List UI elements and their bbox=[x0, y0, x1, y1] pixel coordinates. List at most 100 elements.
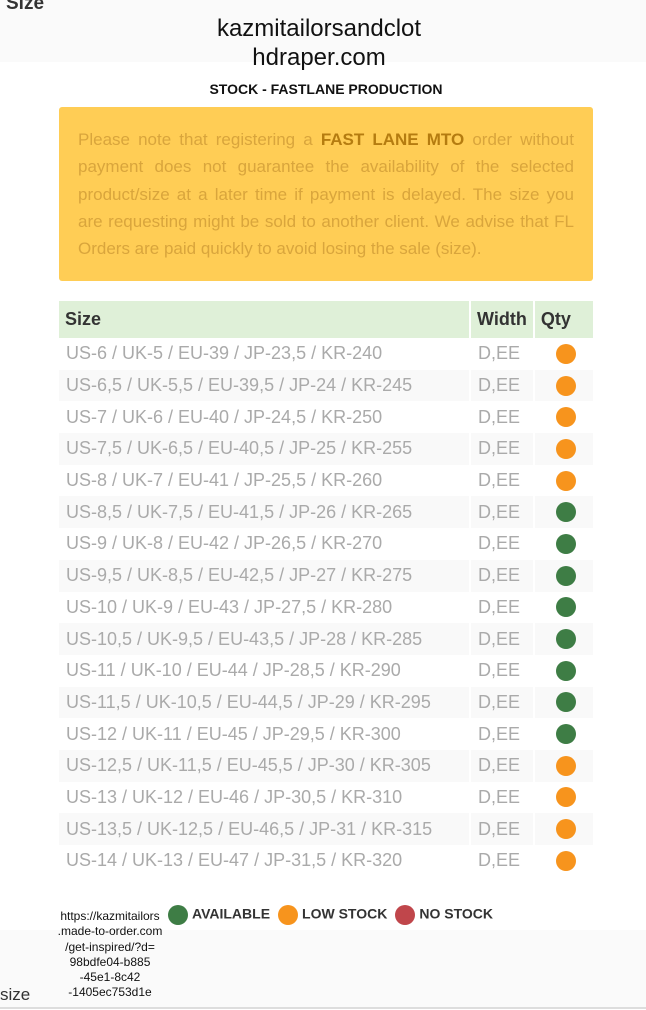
legend-item: NO STOCK bbox=[395, 905, 493, 925]
bottom-band bbox=[0, 930, 646, 1009]
size-cell: US-12 / UK-11 / EU-45 / JP-29,5 / KR-300 bbox=[66, 723, 401, 744]
width-cell: D,EE bbox=[469, 464, 534, 497]
width-cell: D,EE bbox=[469, 623, 534, 655]
table-row: US-10,5 / UK-9,5 / EU-43,5 / JP-28 / KR-… bbox=[59, 623, 593, 655]
legend-item: AVAILABLE bbox=[168, 905, 270, 925]
size-cell: US-10,5 / UK-9,5 / EU-43,5 / JP-28 / KR-… bbox=[59, 623, 470, 655]
bottom-label: size bbox=[0, 985, 31, 1004]
table-row: US-14 / UK-13 / EU-47 / JP-31,5 / KR-320… bbox=[59, 845, 593, 877]
notice-bold: FAST LANE MTO bbox=[320, 130, 465, 149]
size-cell: US-9 / UK-8 / EU-42 / JP-26,5 / KR-270 bbox=[66, 533, 383, 554]
stock-dot bbox=[555, 755, 576, 776]
width-cell: D,EE bbox=[469, 813, 534, 845]
table-row: US-13,5 / UK-12,5 / EU-46,5 / JP-31 / KR… bbox=[59, 813, 593, 845]
stock-dot bbox=[555, 502, 576, 523]
table-row: US-7,5 / UK-6,5 / EU-40,5 / JP-25 / KR-2… bbox=[59, 433, 593, 465]
stock-dot bbox=[555, 850, 576, 871]
notice-text: Please note that registering a bbox=[78, 130, 321, 149]
stock-dot bbox=[555, 470, 576, 491]
header-cell: Width bbox=[469, 301, 534, 338]
legend: AVAILABLE LOW STOCK NO STOCK bbox=[168, 905, 493, 925]
table-row: US-8 / UK-7 / EU-41 / JP-25,5 / KR-260 D,… bbox=[59, 464, 593, 497]
qty-cell bbox=[532, 559, 593, 592]
qty-cell bbox=[532, 591, 593, 624]
legend-label: AVAILABLE bbox=[192, 905, 271, 922]
table-row: US-7 / UK-6 / EU-40 / JP-24,5 / KR-250 D,… bbox=[59, 401, 593, 434]
top-label: Size bbox=[6, 0, 45, 14]
stock-dot bbox=[555, 407, 576, 428]
size-cell: US-8,5 / UK-7,5 / EU-41,5 / JP-26 / KR-2… bbox=[59, 496, 470, 529]
width-cell: D,EE bbox=[469, 591, 534, 624]
stock-dot bbox=[555, 787, 576, 808]
table-row: US-12 / UK-11 / EU-45 / JP-29,5 / KR-300… bbox=[59, 718, 593, 750]
qty-cell bbox=[532, 718, 593, 750]
stock-dot bbox=[555, 819, 576, 840]
stock-dot bbox=[555, 629, 576, 650]
header-cell: Size bbox=[59, 301, 470, 338]
stock-dot bbox=[555, 660, 576, 681]
table-row: US-11,5 / UK-10,5 / EU-44,5 / JP-29 / KR… bbox=[59, 686, 593, 719]
stock-dot bbox=[555, 375, 576, 396]
size-cell: US-7 / UK-6 / EU-40 / JP-24,5 / KR-250 bbox=[66, 406, 383, 427]
table-row: US-6,5 / UK-5,5 / EU-39,5 / JP-24 / KR-2… bbox=[59, 369, 593, 402]
url-line: /get-inspired/?d= bbox=[65, 939, 155, 954]
size-cell: US-12,5 / UK-11,5 / EU-45,5 / JP-30 / KR… bbox=[59, 749, 470, 782]
table-row: US-12,5 / UK-11,5 / EU-45,5 / JP-30 / KR… bbox=[59, 749, 593, 782]
table-row: US-6 / UK-5 / EU-39 / JP-23,5 / KR-240 D,… bbox=[59, 338, 593, 370]
size-cell: US-13 / UK-12 / EU-46 / JP-30,5 / KR-310 bbox=[66, 786, 403, 807]
stock-dot bbox=[555, 597, 576, 618]
url-line: -1405ec753d1e bbox=[68, 985, 152, 1000]
subtitle: STOCK - FASTLANE PRODUCTION bbox=[209, 81, 443, 97]
stock-dot bbox=[555, 438, 576, 459]
top-band bbox=[0, 0, 646, 62]
title: kazmitailorsandclot hdraper.com bbox=[0, 14, 638, 72]
legend-dot bbox=[278, 905, 299, 925]
size-cell: US-10 / UK-9 / EU-43 / JP-27,5 / KR-280 bbox=[66, 596, 393, 617]
notice-text: order without payment does not guarantee… bbox=[78, 130, 574, 259]
width-cell: D,EE bbox=[469, 718, 534, 750]
size-cell: US-6 / UK-5 / EU-39 / JP-23,5 / KR-240 bbox=[66, 343, 383, 364]
url: https://kazmitailors .made-to-order.com/g… bbox=[40, 909, 180, 1001]
size-cell: US-9,5 / UK-8,5 / EU-42,5 / JP-27 / KR-2… bbox=[59, 559, 470, 592]
width-cell: D,EE bbox=[469, 433, 534, 465]
legend-dot bbox=[168, 905, 188, 925]
table-row: US-11 / UK-10 / EU-44 / JP-28,5 / KR-290… bbox=[59, 654, 593, 687]
legend-label: LOW STOCK bbox=[302, 905, 388, 922]
url-line: https://kazmitailors bbox=[60, 909, 160, 923]
legend-label: NO STOCK bbox=[419, 905, 493, 922]
width-cell: D,EE bbox=[469, 654, 534, 687]
width-cell: D,EE bbox=[469, 559, 534, 592]
stock-table: Size Width Qty US-6 / UK-5 / EU-39 / JP-… bbox=[59, 301, 593, 877]
qty-cell bbox=[532, 433, 593, 465]
size-cell: US-11,5 / UK-10,5 / EU-44,5 / JP-29 / KR… bbox=[59, 686, 470, 719]
qty-cell bbox=[532, 464, 593, 497]
qty-cell bbox=[532, 528, 593, 560]
qty-cell bbox=[532, 654, 593, 687]
header-cell: Qty bbox=[532, 301, 593, 338]
stock-dot bbox=[555, 724, 576, 745]
width-cell: D,EE bbox=[469, 338, 534, 370]
width-cell: D,EE bbox=[469, 496, 534, 529]
table-row: US-13 / UK-12 / EU-46 / JP-30,5 / KR-310… bbox=[59, 781, 593, 814]
size-cell: US-11 / UK-10 / EU-44 / JP-28,5 / KR-290 bbox=[66, 660, 401, 681]
width-cell: D,EE bbox=[469, 528, 534, 560]
width-cell: D,EE bbox=[469, 401, 534, 434]
size-cell: US-8 / UK-7 / EU-41 / JP-25,5 / KR-260 bbox=[66, 470, 383, 491]
stock-dot bbox=[555, 565, 576, 586]
title-line: kazmitailorsandclot bbox=[216, 15, 422, 42]
qty-cell bbox=[532, 813, 593, 845]
width-cell: D,EE bbox=[469, 749, 534, 782]
qty-cell bbox=[532, 749, 593, 782]
url-line: -45e1-8c42 bbox=[79, 970, 141, 985]
url-line: .made-to-order.com bbox=[57, 924, 163, 939]
table-row: US-9 / UK-8 / EU-42 / JP-26,5 / KR-270 D,… bbox=[59, 528, 593, 560]
qty-cell bbox=[532, 623, 593, 655]
qty-cell bbox=[532, 401, 593, 434]
stock-dot bbox=[555, 343, 576, 364]
qty-cell bbox=[532, 845, 593, 877]
size-cell: US-13,5 / UK-12,5 / EU-46,5 / JP-31 / KR… bbox=[59, 813, 470, 845]
legend-item: LOW STOCK bbox=[278, 905, 387, 925]
qty-cell bbox=[532, 369, 593, 402]
size-cell: US-6,5 / UK-5,5 / EU-39,5 / JP-24 / KR-2… bbox=[59, 369, 470, 402]
